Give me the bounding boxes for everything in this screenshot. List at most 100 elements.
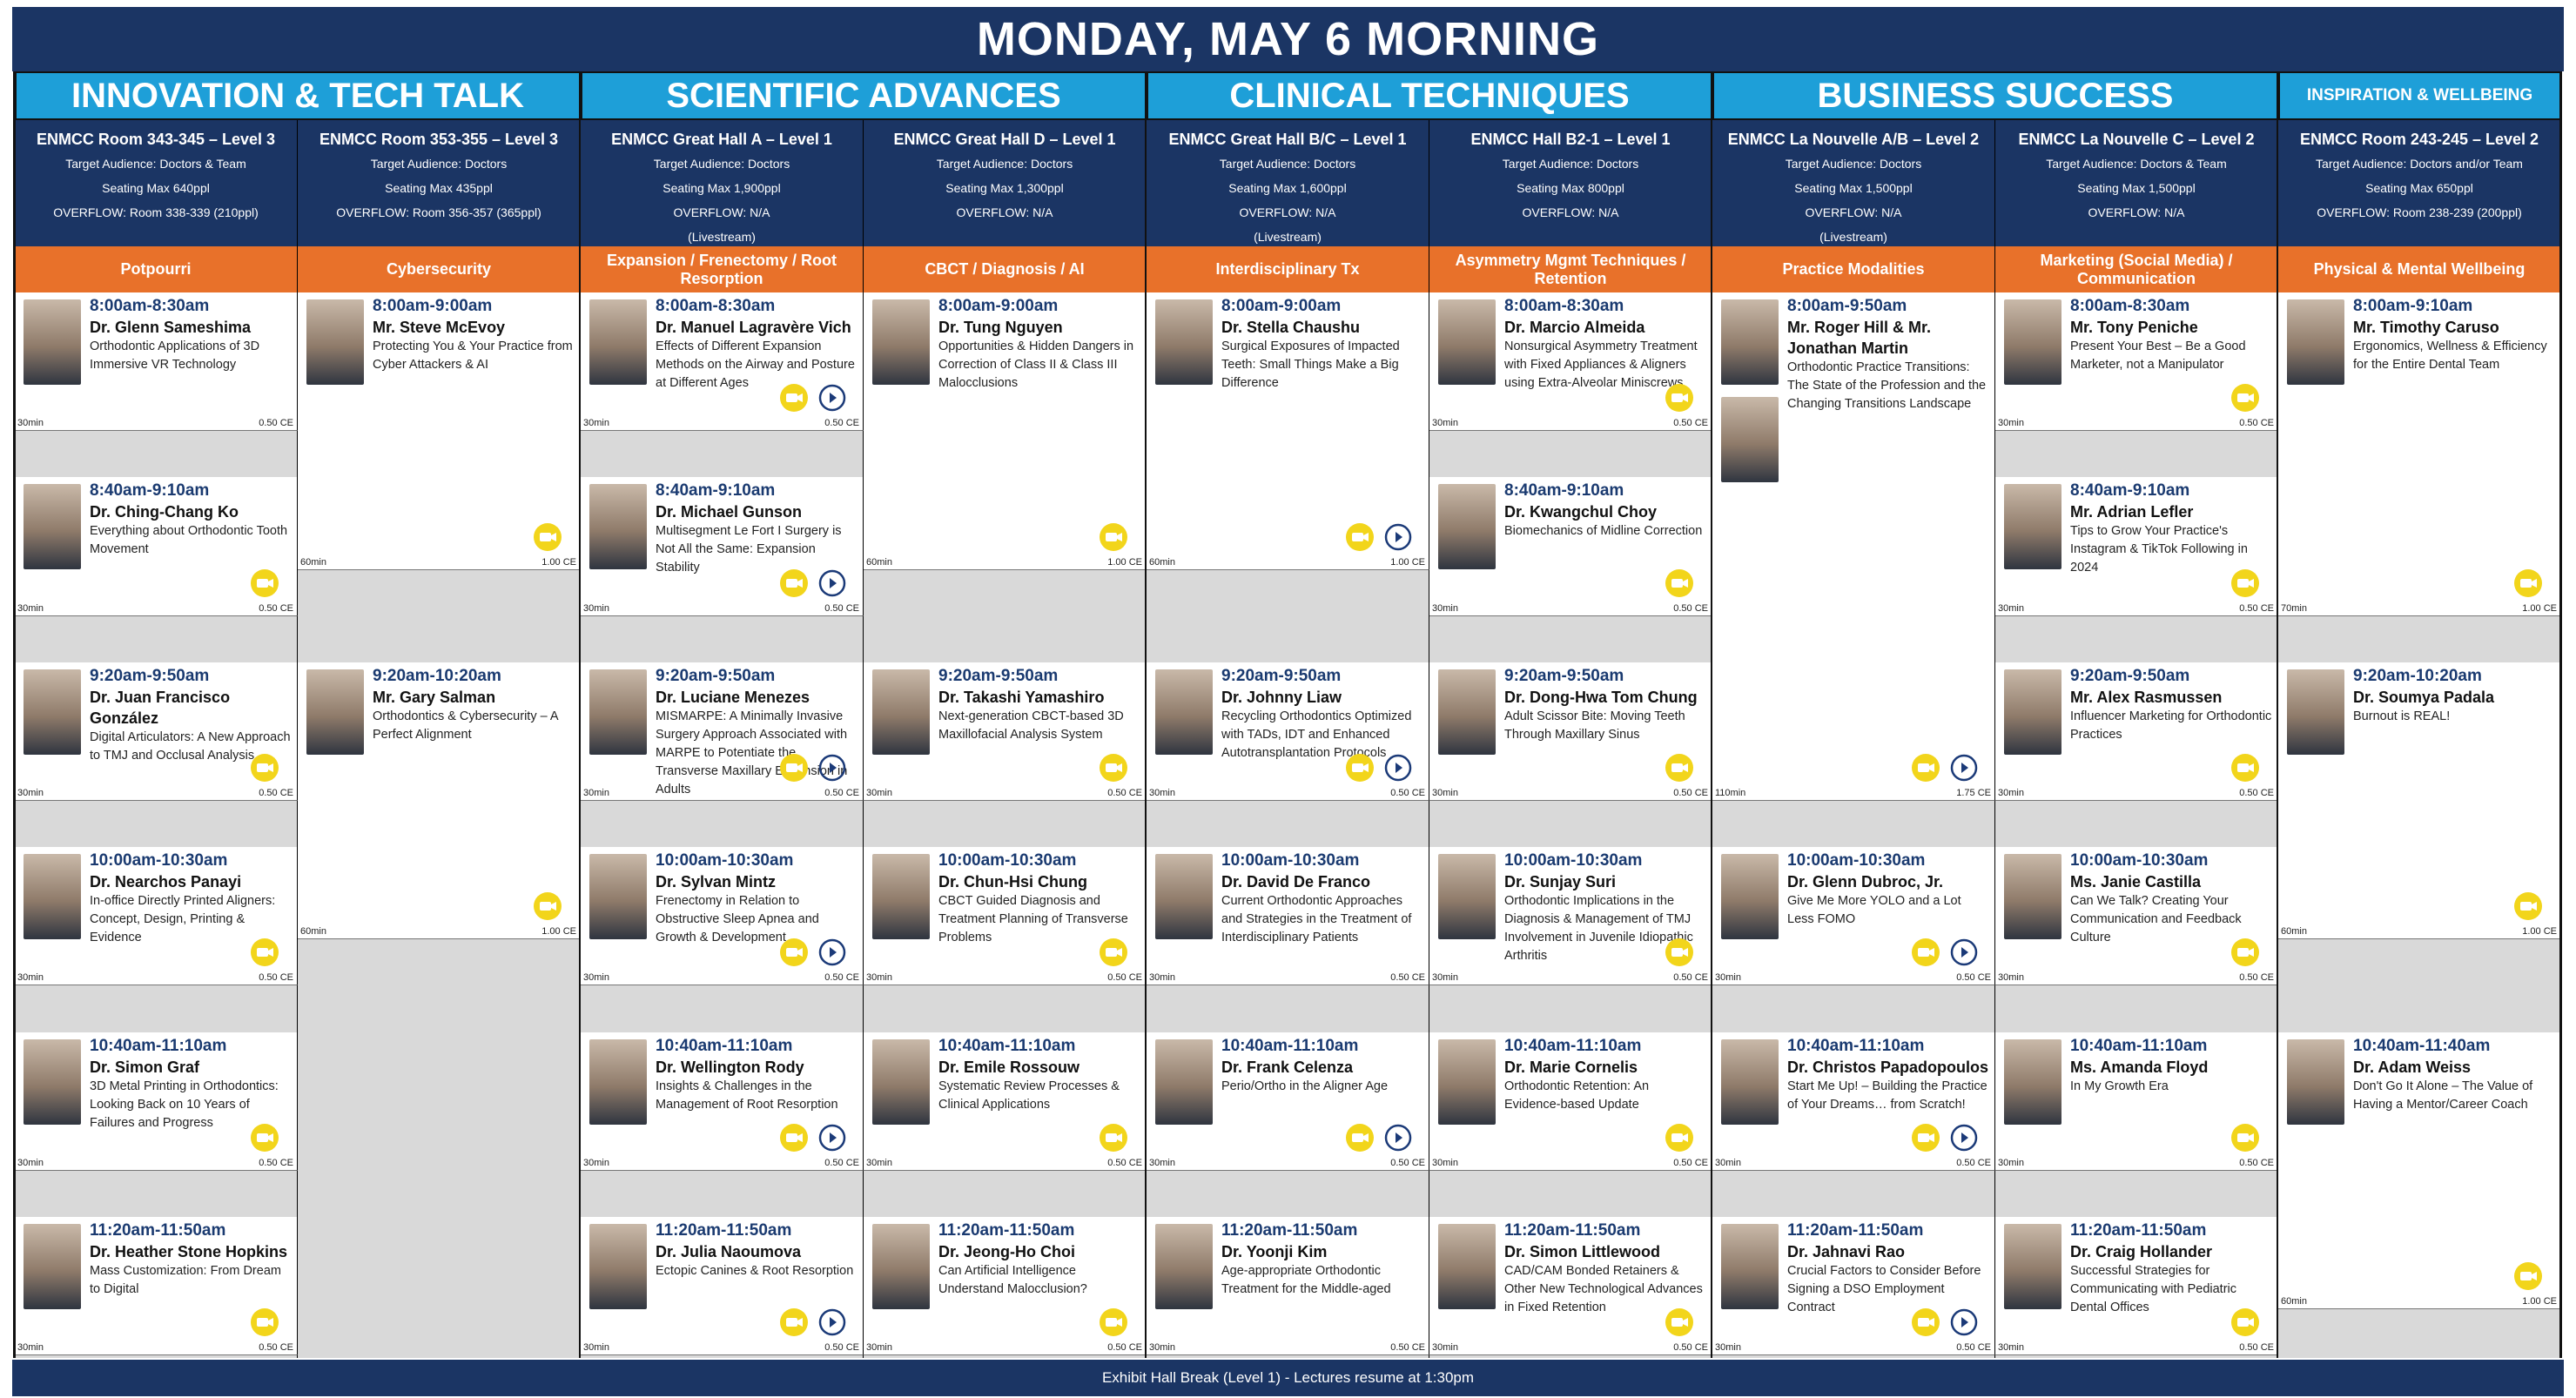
- session-time: 10:00am-10:30am: [938, 851, 1077, 870]
- video-icon: [2231, 1308, 2259, 1337]
- speaker-photo: [24, 669, 81, 755]
- session-duration: 30min: [1715, 1157, 1741, 1168]
- session-time: 8:00am-9:00am: [1221, 297, 1342, 315]
- speaker-name: Dr. Adam Weiss: [2353, 1058, 2472, 1076]
- video-icon: [1912, 1308, 1940, 1337]
- room-detail: Target Audience: Doctors: [653, 157, 790, 171]
- session-ce: 0.50 CE: [824, 788, 859, 799]
- speaker-photo: [1721, 1038, 1779, 1125]
- speaker-photo: [1155, 854, 1213, 940]
- session-text: 11:20am-11:50am Dr. Craig Hollander Succes…: [2070, 1220, 2272, 1317]
- session-duration: 30min: [1998, 788, 2024, 799]
- session-ce: 0.50 CE: [2239, 1157, 2274, 1168]
- speaker-photo: [1721, 1224, 1779, 1309]
- session-time: 10:00am-10:30am: [1504, 851, 1643, 870]
- session-ce: 1.00 CE: [541, 926, 576, 938]
- session-text: 10:00am-10:30am Dr. Nearchos Panayi In-off…: [90, 850, 292, 947]
- session-ce: 1.00 CE: [2522, 926, 2557, 938]
- session-text: 9:20am-10:20am Mr. Gary Salman Orthodontic…: [373, 666, 575, 744]
- speaker-photo: [1721, 397, 1779, 482]
- speaker-photo: [1438, 854, 1496, 940]
- room-detail: (Livestream): [1819, 230, 1887, 244]
- session-duration: 30min: [1432, 972, 1458, 984]
- session-text: 9:20am-9:50am Dr. Takashi Yamashiro Next-g…: [938, 666, 1140, 744]
- room-detail: Seating Max 1,500ppl: [2077, 181, 2196, 195]
- session-time: 10:00am-10:30am: [90, 851, 228, 870]
- session-time: 8:40am-9:10am: [1504, 481, 1624, 501]
- session-duration: 30min: [1715, 1342, 1741, 1354]
- session-time: 8:40am-9:10am: [656, 481, 776, 501]
- session-time: 9:20am-9:50am: [1504, 666, 1624, 685]
- speaker-name: Dr. Wellington Rody: [656, 1058, 804, 1076]
- room-detail: Target Audience: Doctors: [1219, 157, 1356, 171]
- session-card: 10:00am-10:30am Dr. David De Franco Curren…: [1147, 847, 1429, 986]
- session-title: Effects of Different Expansion Methods o…: [656, 339, 855, 390]
- replay-icon: [1950, 754, 1978, 782]
- video-icon: [2231, 568, 2259, 597]
- room-detail: OVERFLOW: N/A: [1239, 205, 1336, 219]
- session-duration: 30min: [1715, 972, 1741, 984]
- session-ce: 0.50 CE: [1956, 972, 1991, 984]
- room-detail: Target Audience: Doctors: [936, 157, 1073, 171]
- track-header: INSPIRATION & WELLBEING: [2278, 71, 2561, 120]
- session-title: Give Me More YOLO and a Lot Less FOMO: [1787, 894, 1961, 927]
- video-icon: [1346, 1123, 1374, 1152]
- session-card: 8:00am-8:30am Dr. Marcio Almeida Nonsurgic…: [1429, 292, 1712, 432]
- speaker-name: Dr. Dong-Hwa Tom Chung: [1504, 688, 1698, 706]
- session-card: 9:20am-9:50am Dr. Luciane Menezes MISMARPE…: [581, 662, 864, 802]
- session-ce: 1.75 CE: [1956, 788, 1991, 799]
- session-text: 8:00am-8:30am Dr. Glenn Sameshima Orthodon…: [90, 296, 292, 374]
- session-duration: 30min: [17, 1342, 44, 1354]
- session-text: 10:40am-11:40am Dr. Adam Weiss Don't Go It…: [2353, 1036, 2555, 1114]
- session-title: Orthodontic Applications of 3D Immersive…: [90, 339, 260, 372]
- session-title: Surgical Exposures of Impacted Teeth: Sm…: [1221, 339, 1400, 390]
- room-info: ENMCC Great Hall B/C – Level 1 Target Aud…: [1147, 120, 1429, 246]
- topic-header: Interdisciplinary Tx: [1147, 246, 1429, 292]
- speaker-photo: [1155, 299, 1213, 385]
- session-title: Can We Talk? Creating Your Communication…: [2070, 894, 2242, 945]
- track-divider: [2277, 71, 2279, 1358]
- break-area: [15, 292, 298, 1358]
- video-icon: [251, 568, 279, 597]
- session-text: 10:40am-11:10am Dr. Marie Cornelis Orthodo…: [1504, 1036, 1706, 1114]
- session-title: 3D Metal Printing in Orthodontics: Looki…: [90, 1079, 279, 1130]
- session-time: 11:20am-11:50am: [2070, 1221, 2207, 1240]
- session-title: Nonsurgical Asymmetry Treatment with Fix…: [1504, 339, 1698, 390]
- speaker-photo: [2004, 669, 2061, 755]
- room-detail: Target Audience: Doctors & Team: [65, 157, 246, 171]
- session-duration: 30min: [1432, 1342, 1458, 1354]
- speaker-photo: [2287, 1038, 2344, 1125]
- session-title: Next-generation CBCT-based 3D Maxillofac…: [938, 709, 1124, 742]
- session-text: 8:00am-8:30am Mr. Tony Peniche Present You…: [2070, 296, 2272, 374]
- session-ce: 0.50 CE: [824, 1157, 859, 1168]
- room-detail: Target Audience: Doctors: [1785, 157, 1922, 171]
- speaker-photo: [24, 299, 81, 385]
- video-icon: [780, 754, 808, 783]
- track-header: SCIENTIFIC ADVANCES: [581, 71, 1147, 120]
- replay-icon: [818, 385, 846, 412]
- speaker-photo: [24, 484, 81, 570]
- session-title: Can Artificial Intelligence Understand M…: [938, 1264, 1087, 1296]
- session-ce: 0.50 CE: [1673, 1157, 1708, 1168]
- session-title: Successful Strategies for Communicating …: [2070, 1264, 2236, 1314]
- speaker-name: Dr. Marcio Almeida: [1504, 319, 1645, 336]
- replay-icon: [818, 1309, 846, 1336]
- track-divider: [579, 71, 582, 1358]
- session-duration: 30min: [1149, 1342, 1175, 1354]
- speaker-photo: [872, 1038, 930, 1125]
- speaker-photo: [24, 1224, 81, 1309]
- video-icon: [1665, 938, 1693, 967]
- speaker-photo: [306, 299, 364, 385]
- session-duration: 30min: [1432, 788, 1458, 799]
- room-detail: Seating Max 1,500ppl: [1794, 181, 1913, 195]
- speaker-photo: [872, 854, 930, 940]
- session-text: 8:00am-8:30am Dr. Manuel Lagravère Vich Ef…: [656, 296, 858, 393]
- session-text: 10:40am-11:10am Dr. Frank Celenza Perio/Or…: [1221, 1036, 1423, 1096]
- session-ce: 0.50 CE: [1390, 788, 1425, 799]
- room-name: ENMCC Room 343-345 – Level 3: [36, 131, 276, 148]
- session-card: 10:40am-11:10am Dr. Simon Graf 3D Metal Pr…: [15, 1032, 298, 1171]
- session-time: 8:00am-8:30am: [1504, 297, 1624, 315]
- session-time: 9:20am-9:50am: [2070, 666, 2190, 685]
- session-title: Tips to Grow Your Practice's Instagram &…: [2070, 524, 2248, 575]
- session-title: Protecting You & Your Practice from Cybe…: [373, 339, 573, 372]
